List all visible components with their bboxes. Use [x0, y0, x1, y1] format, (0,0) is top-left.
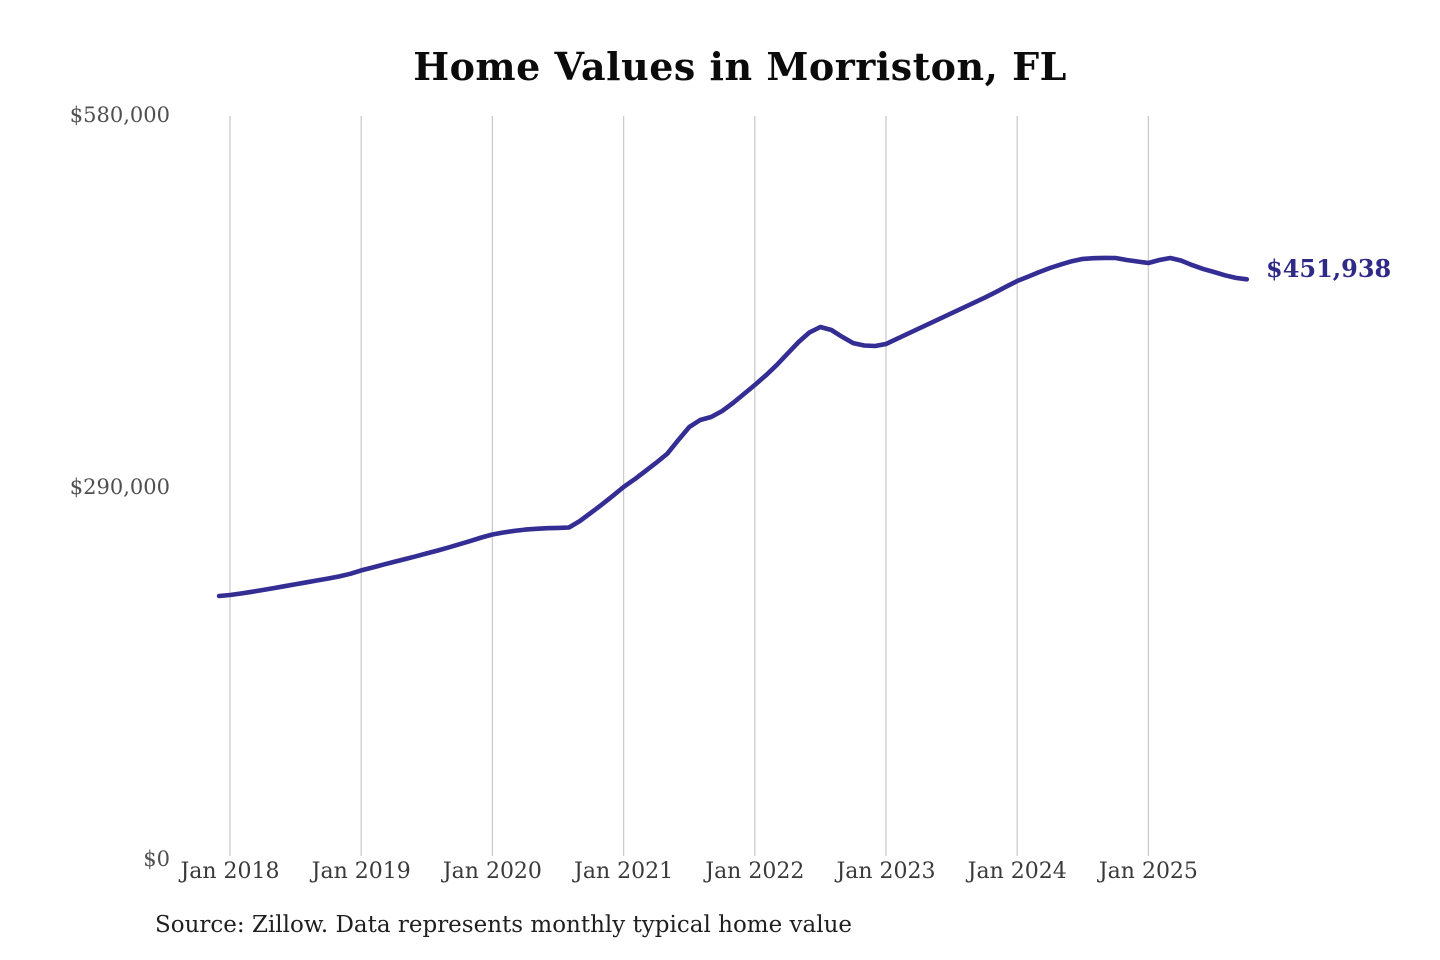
source-note: Source: Zillow. Data represents monthly …	[155, 912, 853, 938]
gridlines-group	[229, 116, 1150, 856]
x-axis-tick-label: Jan 2021	[574, 859, 674, 884]
x-axis-tick-label: Jan 2025	[1098, 859, 1198, 884]
last-value-label: $451,938	[1266, 254, 1392, 283]
x-axis-tick-label: Jan 2020	[442, 859, 542, 884]
y-axis-tick-label: $0	[143, 847, 170, 871]
x-axis-tick-label: Jan 2022	[705, 859, 805, 884]
y-axis-tick-label: $580,000	[69, 103, 170, 127]
chart-title: Home Values in Morriston, FL	[413, 44, 1067, 89]
home-value-line	[216, 255, 1250, 599]
x-axis-tick-label: Jan 2024	[967, 859, 1067, 884]
x-axis-tick-label: Jan 2018	[180, 859, 280, 884]
x-axis-tick-label: Jan 2023	[836, 859, 936, 884]
x-axis-tick-label: Jan 2019	[311, 859, 411, 884]
y-axis-tick-label: $290,000	[69, 475, 170, 499]
